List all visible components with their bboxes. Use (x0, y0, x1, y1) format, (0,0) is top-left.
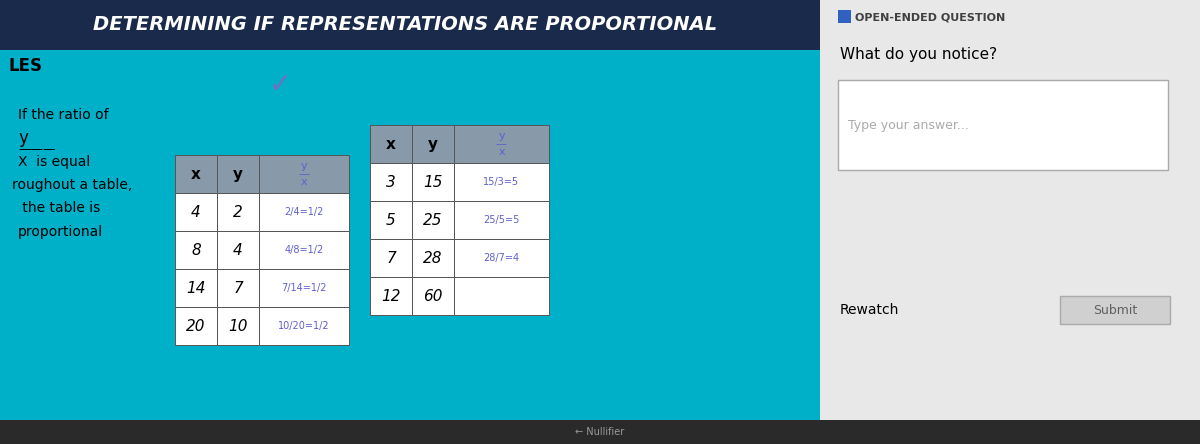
Bar (454, 201, 550, 239)
Text: x: x (301, 177, 307, 187)
Bar (412, 163, 454, 201)
Text: roughout a table,: roughout a table, (12, 178, 132, 192)
Text: 28/7=4: 28/7=4 (484, 253, 520, 263)
Bar (370, 201, 412, 239)
Bar (217, 193, 259, 231)
Bar (454, 277, 550, 315)
Text: x: x (386, 136, 396, 151)
Text: 25/5=5: 25/5=5 (484, 215, 520, 225)
Text: the table is: the table is (18, 201, 101, 215)
Bar (0, 0, 820, 50)
Text: 10: 10 (228, 318, 247, 333)
Text: 7: 7 (233, 281, 242, 296)
Text: 8: 8 (191, 242, 200, 258)
Bar (0, 50, 820, 444)
Bar (175, 269, 217, 307)
Bar (412, 201, 454, 239)
Text: ← Nullifier: ← Nullifier (575, 427, 625, 437)
Bar (217, 231, 259, 269)
Bar (820, 0, 1200, 444)
Text: y: y (498, 131, 505, 141)
Bar (0, 50, 74, 82)
Text: ———: ——— (18, 143, 55, 156)
Text: 4/8=1/2: 4/8=1/2 (284, 245, 324, 255)
Text: LES: LES (8, 57, 42, 75)
Bar (370, 239, 412, 277)
Text: —: — (496, 139, 508, 149)
Bar (370, 163, 412, 201)
Text: x: x (498, 147, 505, 157)
Bar (259, 269, 349, 307)
Bar (259, 307, 349, 345)
Text: Submit: Submit (1093, 304, 1138, 317)
Text: What do you notice?: What do you notice? (840, 48, 997, 63)
Bar (370, 277, 412, 315)
Text: 14: 14 (186, 281, 205, 296)
Bar (259, 155, 349, 193)
Text: y: y (233, 166, 242, 182)
Bar (412, 239, 454, 277)
Bar (217, 155, 259, 193)
Text: —: — (299, 169, 310, 179)
Bar (370, 125, 412, 163)
Bar (175, 193, 217, 231)
Text: If the ratio of: If the ratio of (18, 108, 109, 122)
Text: 3: 3 (386, 174, 396, 190)
Text: y: y (301, 162, 307, 171)
Text: 7: 7 (386, 250, 396, 266)
Text: Rewatch: Rewatch (840, 303, 899, 317)
Text: 28: 28 (424, 250, 443, 266)
Bar (412, 125, 454, 163)
Text: ✓: ✓ (269, 71, 292, 99)
Bar (0, 420, 1200, 444)
Bar (1060, 296, 1170, 324)
Bar (259, 231, 349, 269)
Text: 4: 4 (233, 242, 242, 258)
Text: x: x (191, 166, 200, 182)
Bar (454, 125, 550, 163)
Text: y: y (428, 136, 438, 151)
Text: 5: 5 (386, 213, 396, 227)
Bar (838, 10, 851, 23)
Bar (175, 231, 217, 269)
Text: 60: 60 (424, 289, 443, 304)
Bar (259, 193, 349, 231)
Text: 2/4=1/2: 2/4=1/2 (284, 207, 324, 217)
Text: 12: 12 (382, 289, 401, 304)
Bar (838, 80, 1168, 170)
Bar (454, 239, 550, 277)
Bar (454, 163, 550, 201)
Bar (175, 307, 217, 345)
Text: X  is equal: X is equal (18, 155, 90, 169)
Text: y: y (18, 129, 28, 147)
Bar (217, 269, 259, 307)
Text: 10/20=1/2: 10/20=1/2 (278, 321, 330, 331)
Text: 20: 20 (186, 318, 205, 333)
Text: 25: 25 (424, 213, 443, 227)
Bar (175, 155, 217, 193)
Text: 2: 2 (233, 205, 242, 219)
Text: 15/3=5: 15/3=5 (484, 177, 520, 187)
Bar (217, 307, 259, 345)
Text: 4: 4 (191, 205, 200, 219)
Bar (412, 277, 454, 315)
Text: 15: 15 (424, 174, 443, 190)
Text: proportional: proportional (18, 225, 103, 239)
Text: DETERMINING IF REPRESENTATIONS ARE PROPORTIONAL: DETERMINING IF REPRESENTATIONS ARE PROPO… (92, 16, 718, 35)
Text: 7/14=1/2: 7/14=1/2 (281, 283, 326, 293)
Text: OPEN-ENDED QUESTION: OPEN-ENDED QUESTION (854, 13, 1006, 23)
Text: Type your answer...: Type your answer... (848, 119, 968, 131)
